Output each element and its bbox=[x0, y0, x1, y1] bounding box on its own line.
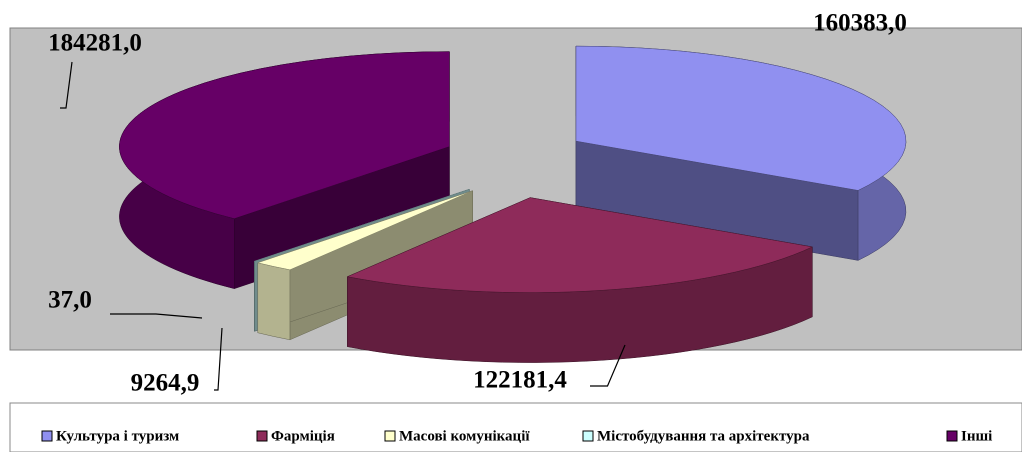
legend-swatch bbox=[41, 430, 53, 442]
data-label: 122181,4 bbox=[473, 367, 567, 394]
legend-box bbox=[9, 402, 1022, 452]
data-label: 184281,0 bbox=[48, 30, 142, 57]
slice bbox=[575, 45, 907, 191]
legend-label: Масові комунікації bbox=[399, 428, 530, 444]
slice bbox=[119, 51, 450, 219]
slice bbox=[256, 190, 473, 271]
legend-swatch bbox=[384, 430, 396, 442]
leader-line bbox=[590, 344, 626, 387]
slice-wall bbox=[257, 262, 291, 341]
legend-label: Культура і туризм bbox=[56, 428, 179, 444]
leader-line bbox=[60, 61, 73, 109]
legend-label: Інші bbox=[961, 428, 992, 444]
data-label: 37,0 bbox=[48, 287, 92, 314]
slice bbox=[346, 197, 814, 293]
legend-label: Містобудування та архітектура bbox=[597, 428, 810, 444]
legend-swatch bbox=[256, 430, 268, 442]
legend-swatch bbox=[946, 430, 958, 442]
leader-line bbox=[214, 327, 223, 391]
data-label: 160383,0 bbox=[813, 10, 907, 37]
slice bbox=[253, 188, 470, 262]
leader-line bbox=[110, 313, 203, 319]
legend-label: Фарміція bbox=[271, 428, 335, 444]
data-label: 9264,9 bbox=[131, 370, 200, 397]
legend-swatch bbox=[582, 430, 594, 442]
